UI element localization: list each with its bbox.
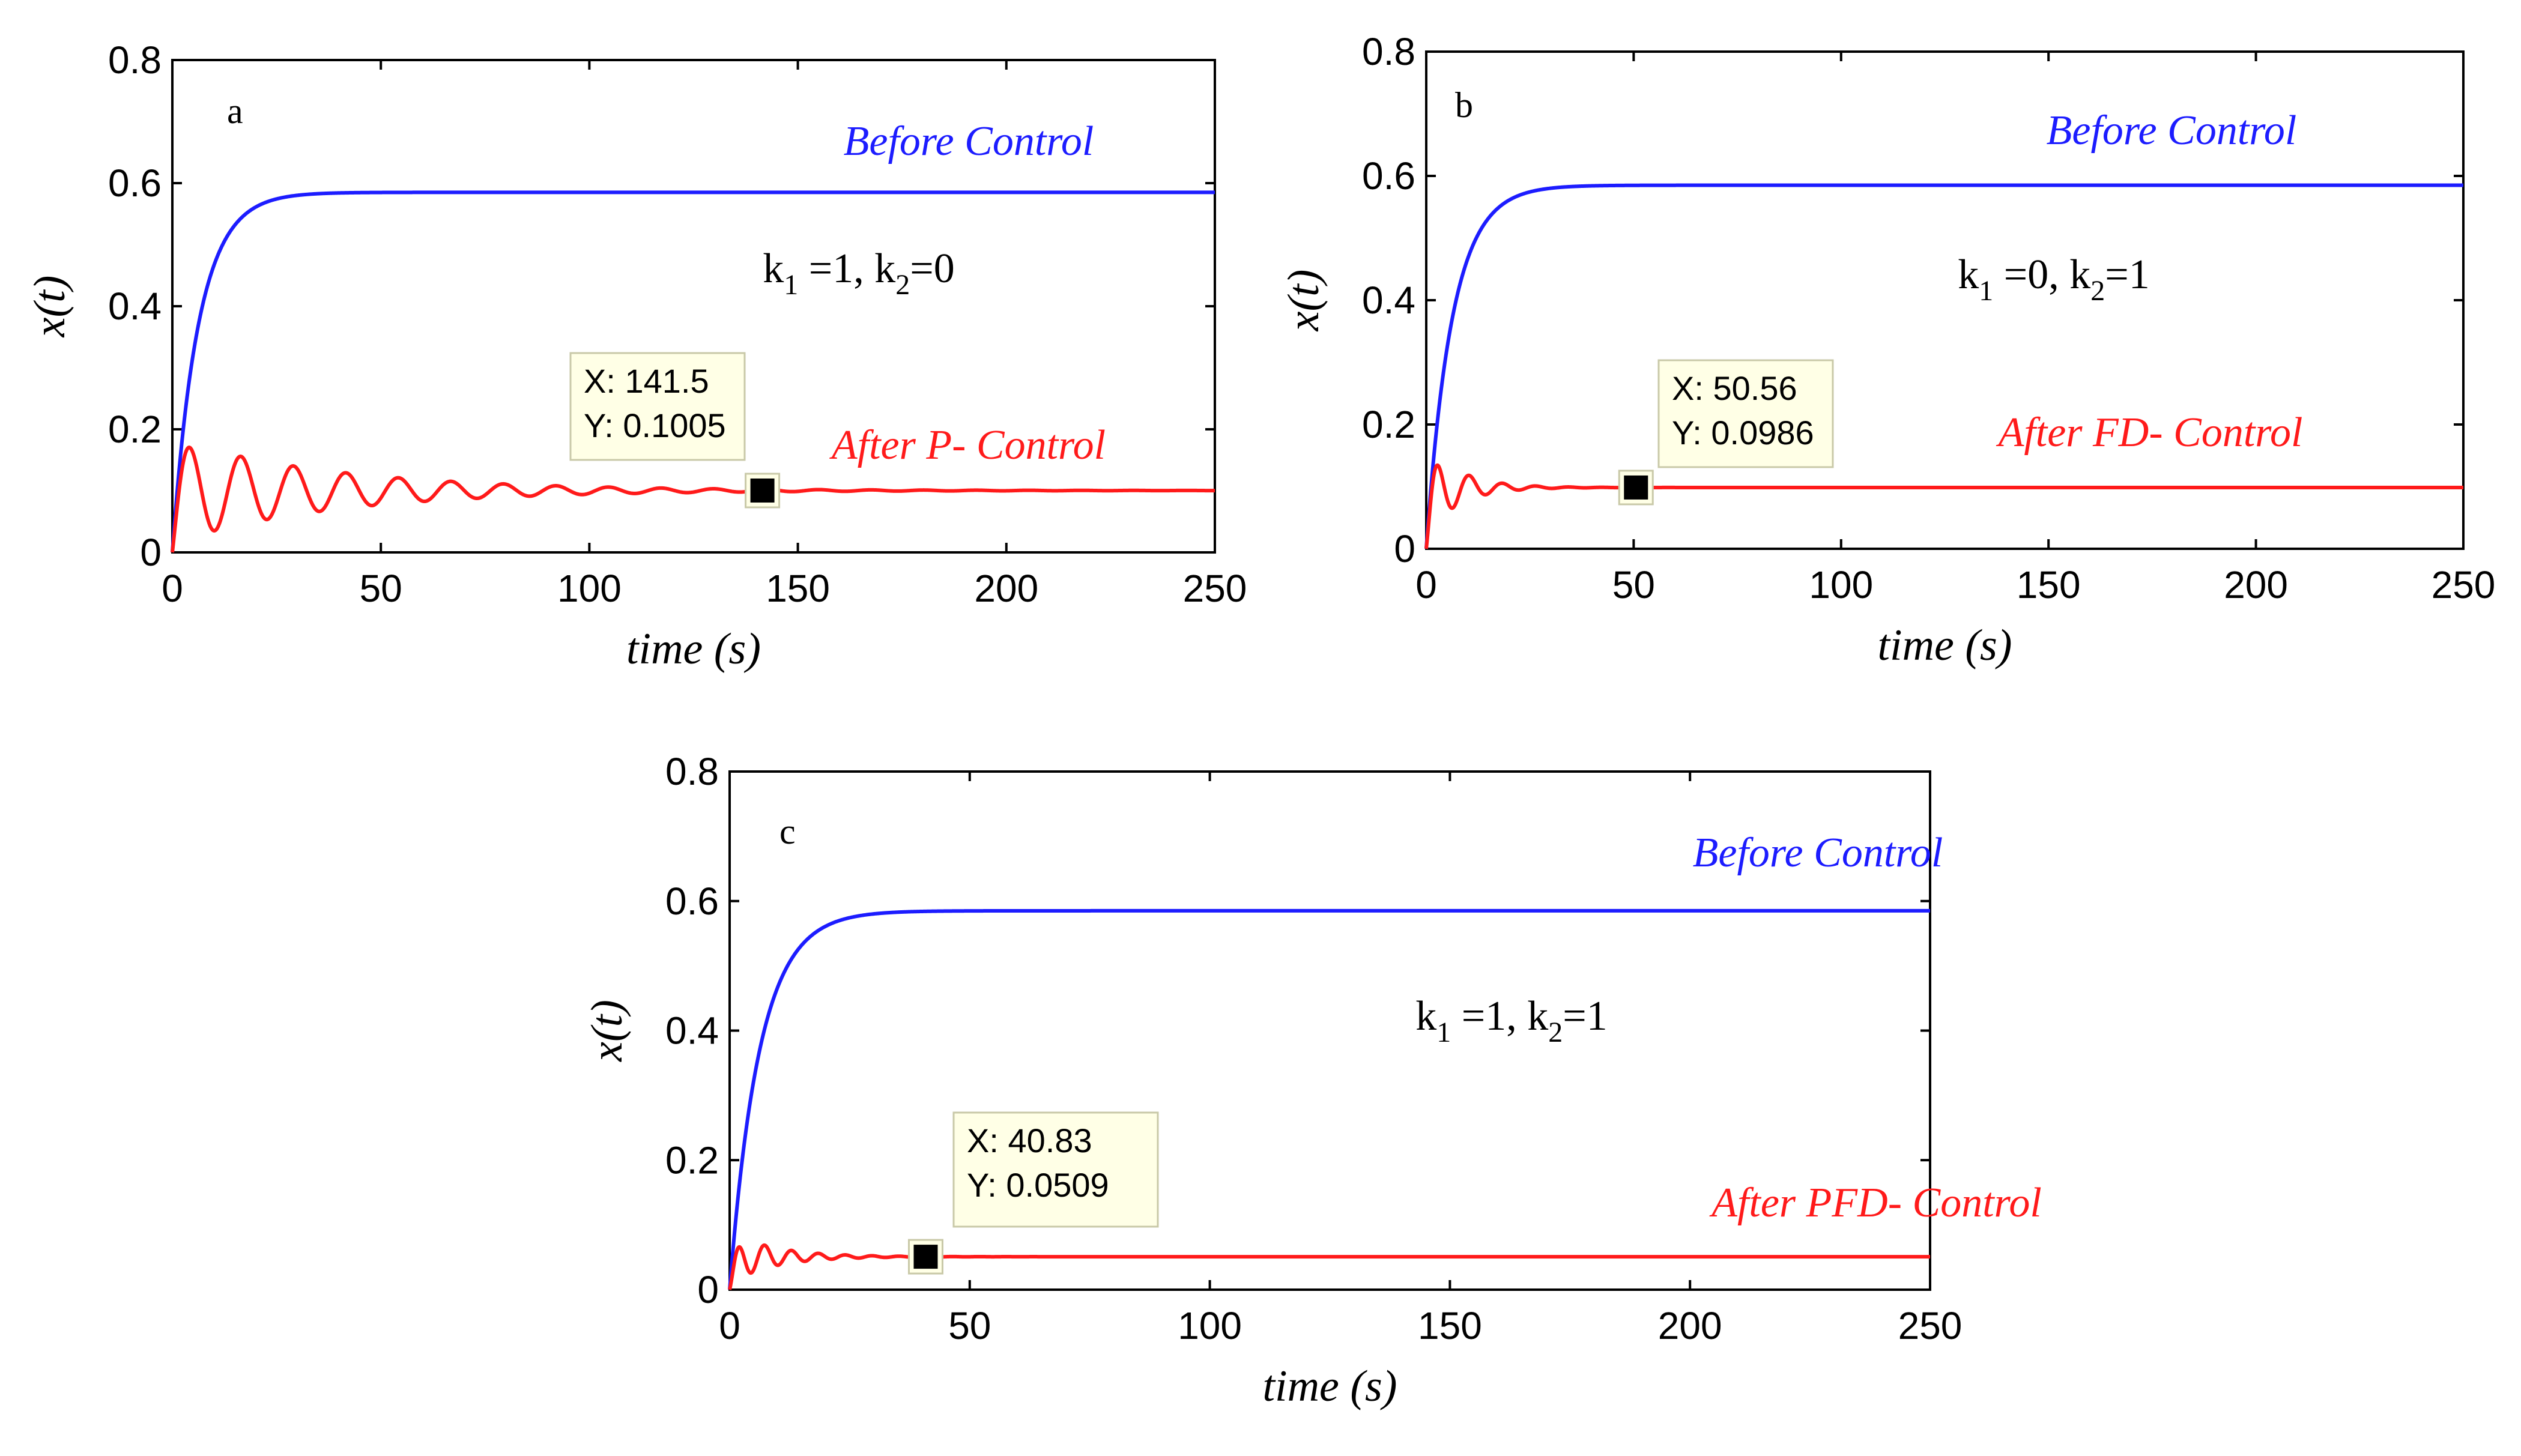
param-subscript: 2 [895,269,910,301]
series-label-before: Before Control [1693,830,1943,876]
datatip-x: X: 50.56 [1672,369,1797,407]
param-annotation: k1 =1, k2=0 [763,246,954,301]
datatip-y: Y: 0.1005 [584,406,726,444]
param-part: =1, [1451,993,1527,1039]
y-tick-label: 0 [697,1268,719,1311]
y-tick-label: 0.4 [108,285,162,328]
series-label-after: After PFD- Control [1709,1180,2042,1226]
param-part: =1 [1563,993,1607,1039]
y-axis-label: x(t) [25,276,74,338]
x-tick-label: 0 [162,567,183,610]
y-tick-label: 0.6 [665,880,719,923]
y-tick-label: 0.8 [108,38,162,82]
datatip-box [1657,359,1834,468]
series-label-after: After P- Control [829,422,1106,468]
x-tick-label: 250 [1183,567,1247,610]
plot-frame [171,59,1216,554]
datatip-y: Y: 0.0509 [967,1166,1109,1204]
x-tick-label: 150 [766,567,830,610]
chart-panel-c: 0 50 100 150 200 250 0 0.2 0.4 0.6 0.8 time (s) x(t)… [583,750,2042,1411]
x-tick-label: 200 [1658,1304,1722,1347]
x-axis-label: time (s) [626,624,761,674]
datatip-box [952,1111,1159,1228]
x-axis-label: time (s) [1263,1362,1397,1411]
param-annotation: k1 =0, k2=1 [1958,252,2149,307]
param-part: =1, [798,246,874,292]
param-part: k [763,246,784,292]
x-tick-label: 150 [1418,1304,1482,1347]
series-line-before-control [171,190,1217,553]
chart-panel-a: 0 50 100 150 200 250 0 0.2 0.4 0.6 0.8 time (s) x(t)… [25,38,1247,674]
param-part: =0, [1993,252,2069,298]
series-label-before: Before Control [2047,107,2297,154]
y-tick-label: 0.8 [665,750,719,793]
x-tick-label: 50 [1612,563,1655,606]
y-tick-label: 0.4 [1362,279,1415,322]
x-tick-label: 0 [719,1304,740,1347]
y-axis-label: x(t) [583,1000,632,1062]
x-tick-label: 100 [1178,1304,1242,1347]
datatip-box [569,352,746,461]
y-tick-label: 0.6 [1362,154,1415,198]
param-part: k [1958,252,1979,298]
panel-letter: a [227,91,243,131]
param-subscript: 2 [2090,275,2105,307]
param-part: k [2069,252,2090,298]
x-tick-label: 100 [557,567,622,610]
y-tick-label: 0.2 [108,408,162,451]
datatip-x: X: 141.5 [584,362,709,400]
datatip-x: X: 40.83 [967,1122,1092,1159]
param-part: k [1415,993,1436,1039]
datatip-marker [913,1245,938,1269]
param-annotation: k1 =1, k2=1 [1415,993,1607,1048]
plot-frame [1425,50,2465,550]
y-tick-label: 0.8 [1362,30,1415,73]
datatip-marker [1624,475,1648,500]
x-tick-label: 150 [2017,563,2081,606]
param-part: =0 [910,246,954,292]
param-part: k [1527,993,1548,1039]
x-axis-label: time (s) [1878,621,2012,670]
param-subscript: 1 [784,269,798,301]
x-tick-label: 250 [1898,1304,1963,1347]
y-tick-label: 0.2 [1362,403,1415,446]
datatip-marker [750,478,775,503]
x-tick-label: 0 [1415,563,1437,606]
series-line-before-control [1424,183,2465,549]
y-tick-label: 0 [140,531,162,574]
plot-frame [728,770,1931,1291]
param-subscript: 1 [1979,275,1993,307]
x-tick-label: 50 [948,1304,991,1347]
param-part: k [874,246,895,292]
series-line-after-control [1424,463,2465,549]
x-tick-label: 100 [1809,563,1873,606]
series-line-after-control [171,446,1217,553]
param-subscript: 1 [1436,1016,1451,1048]
panel-letter: c [779,812,796,851]
param-subscript: 2 [1548,1016,1563,1048]
y-tick-label: 0 [1394,527,1415,570]
x-tick-label: 200 [2224,563,2288,606]
y-tick-label: 0.6 [108,162,162,205]
panel-letter: b [1455,85,1473,125]
chart-panel-b: 0 50 100 150 200 250 0 0.2 0.4 0.6 0.8 time (s) x(t)… [1279,30,2495,670]
series-line-before-control [728,908,1931,1290]
x-tick-label: 250 [2432,563,2496,606]
y-tick-label: 0.4 [665,1009,719,1053]
series-label-before: Before Control [844,118,1094,165]
param-part: =1 [2105,252,2149,298]
x-tick-label: 200 [974,567,1038,610]
x-tick-label: 50 [360,567,402,610]
series-label-after: After FD- Control [1996,409,2303,456]
y-tick-label: 0.2 [665,1138,719,1182]
datatip-y: Y: 0.0986 [1672,414,1814,452]
y-axis-label: x(t) [1279,270,1328,332]
